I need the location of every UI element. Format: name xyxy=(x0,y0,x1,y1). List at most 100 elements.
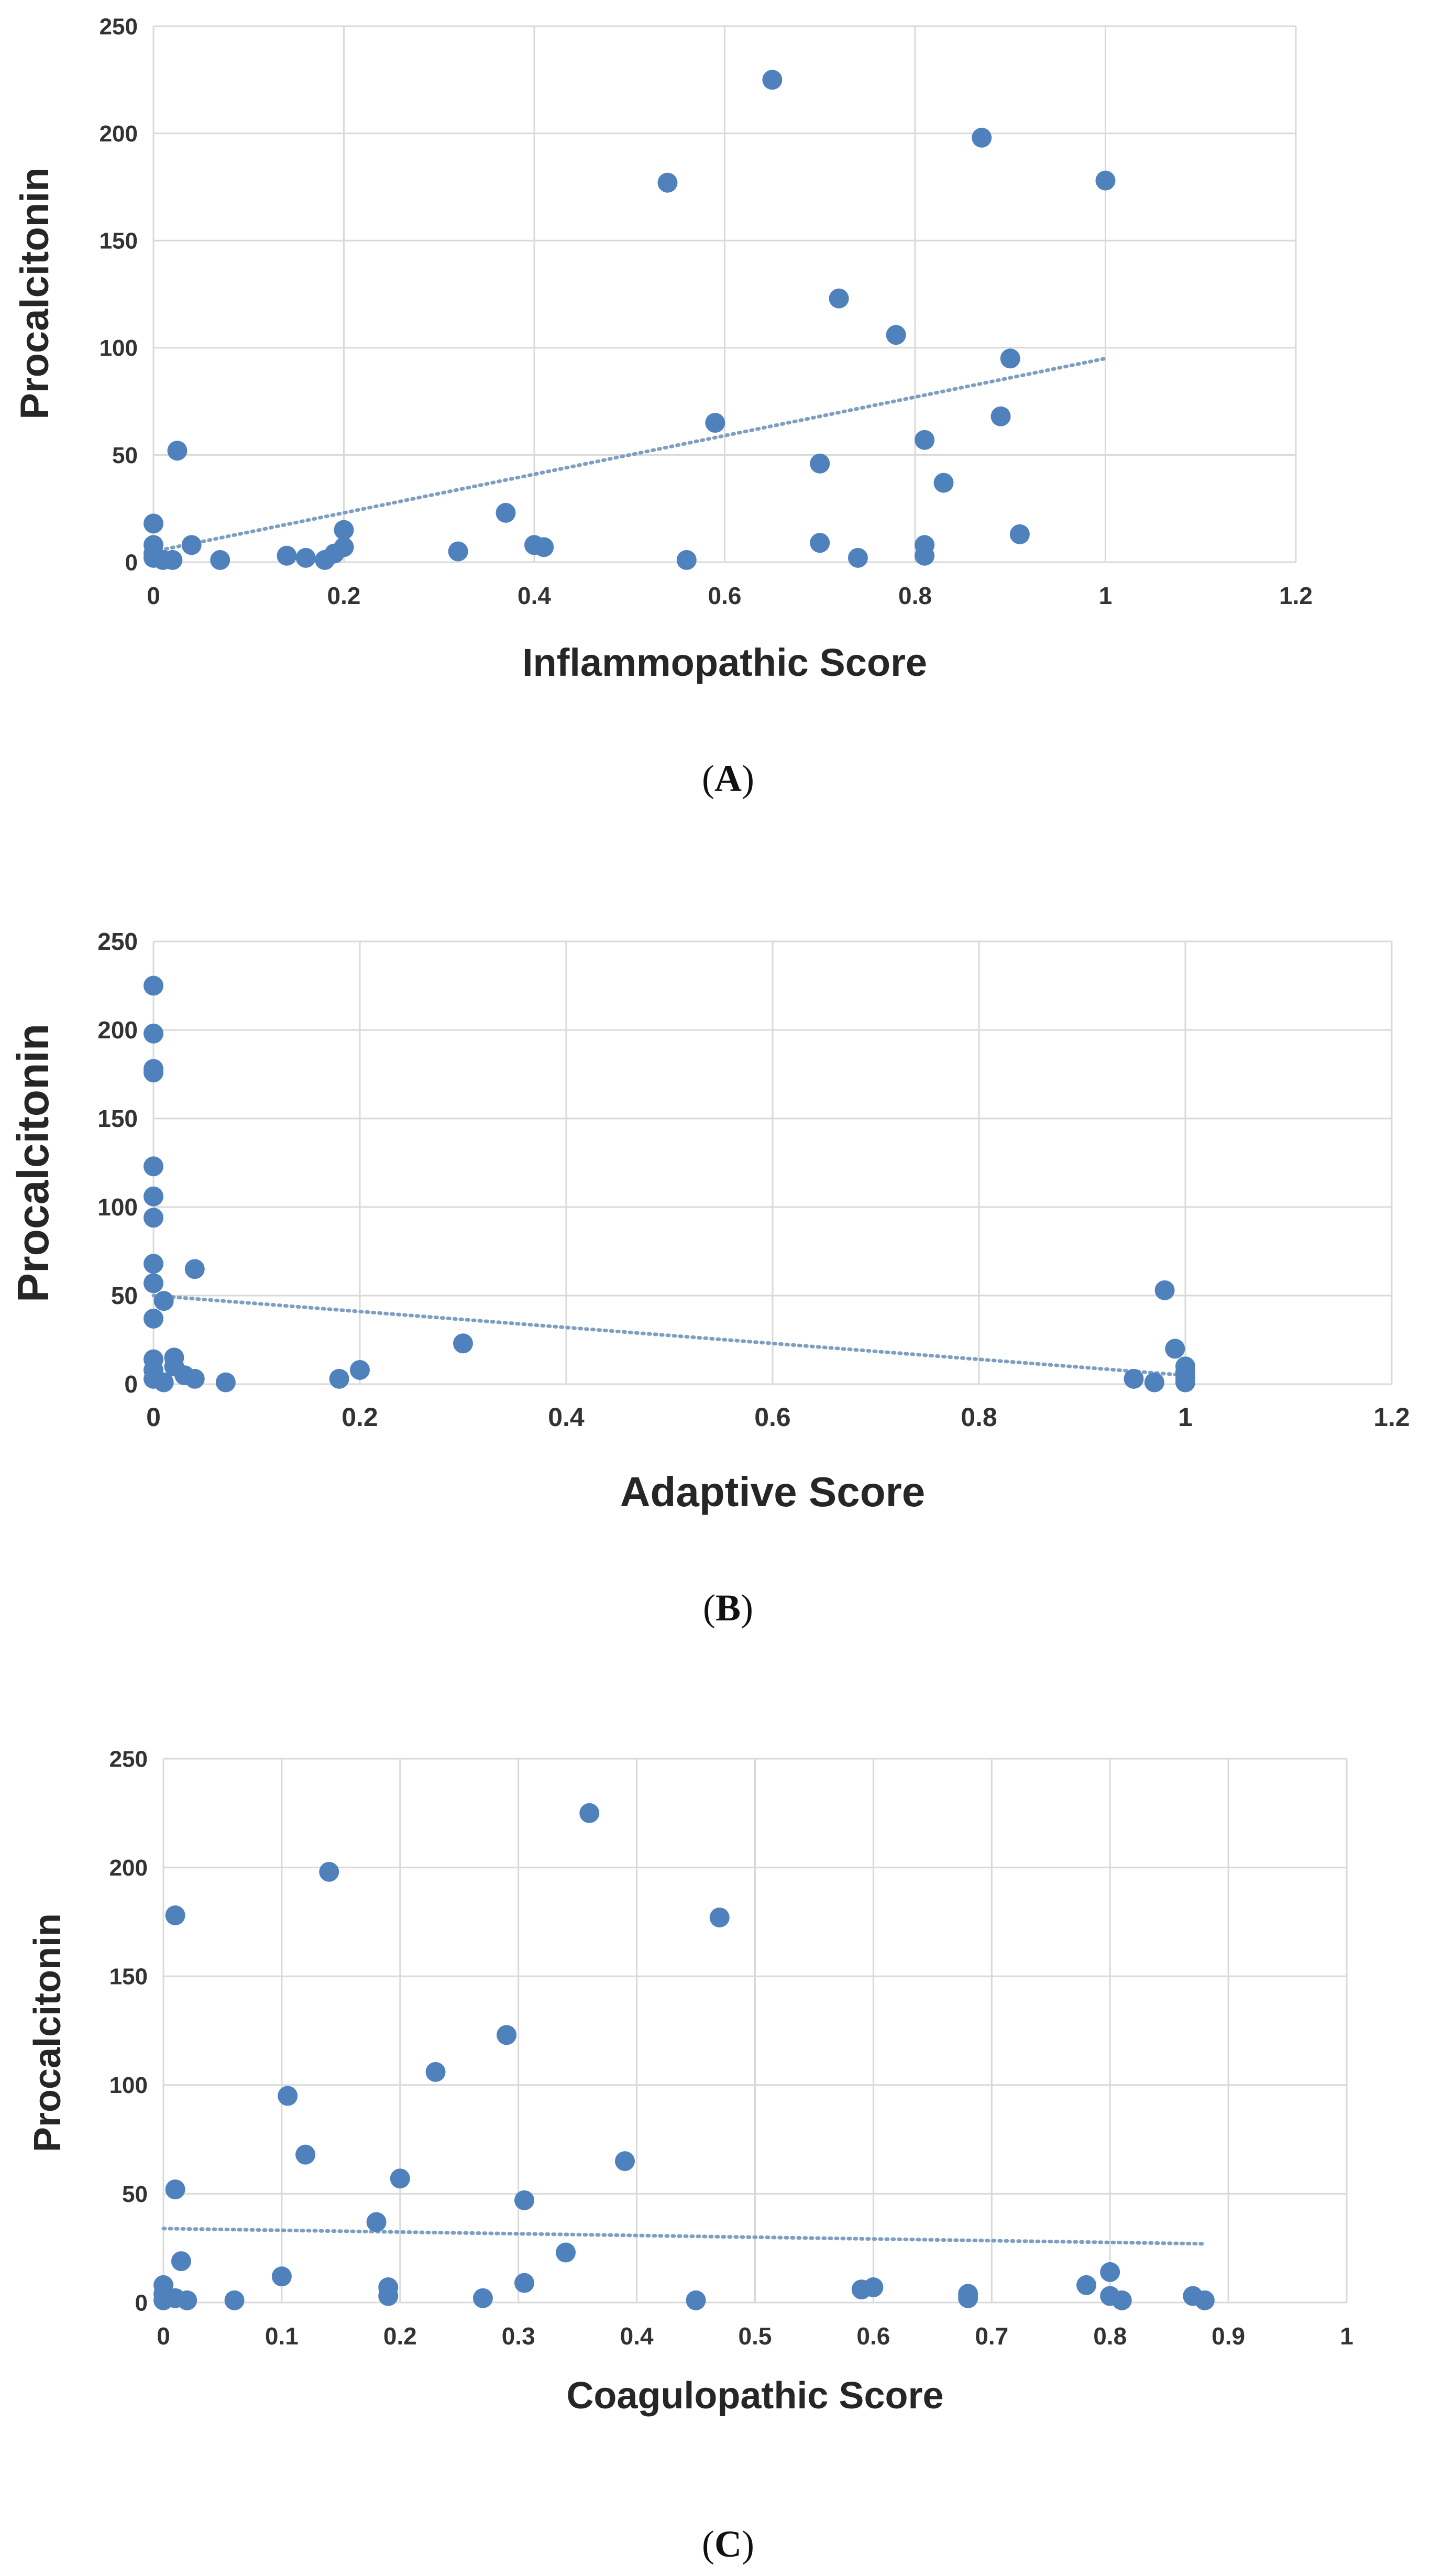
data-point xyxy=(972,127,992,148)
data-point xyxy=(657,172,678,193)
x-tick-label: 0.9 xyxy=(1212,2322,1245,2350)
data-point xyxy=(705,413,725,433)
data-point xyxy=(181,535,202,555)
data-point xyxy=(915,430,935,450)
data-point xyxy=(278,2086,298,2106)
panel-label-open: ( xyxy=(702,2523,714,2565)
data-point xyxy=(184,1368,205,1389)
data-point xyxy=(990,406,1011,426)
data-point xyxy=(847,547,868,568)
data-point xyxy=(676,550,697,570)
data-point xyxy=(144,1308,163,1329)
y-tick-label: 250 xyxy=(100,14,138,39)
x-axis-title: Inflammopathic Score xyxy=(522,641,927,684)
x-tick-label: 1.2 xyxy=(1373,1402,1410,1432)
data-point xyxy=(453,1333,473,1354)
x-axis-title: Coagulopathic Score xyxy=(566,2375,943,2417)
data-point xyxy=(863,2277,884,2297)
x-tick-label: 0.2 xyxy=(342,1402,378,1432)
y-tick-label: 100 xyxy=(97,1193,138,1221)
panel-label-open: ( xyxy=(703,1587,716,1629)
x-tick-label: 0.8 xyxy=(961,1402,997,1432)
x-tick-label: 0.4 xyxy=(548,1402,585,1432)
y-tick-label: 0 xyxy=(135,2290,148,2316)
data-point xyxy=(144,513,163,534)
data-point xyxy=(514,2273,534,2293)
data-point xyxy=(144,1254,163,1274)
y-tick-label: 100 xyxy=(100,335,138,361)
data-point xyxy=(144,975,163,996)
data-point xyxy=(709,1908,730,1928)
x-tick-label: 1 xyxy=(1178,1402,1193,1432)
panel-label: (C) xyxy=(702,2523,754,2565)
panel-label: (B) xyxy=(703,1587,753,1629)
y-axis-title: Procalcitonin xyxy=(8,1024,58,1302)
data-point xyxy=(496,502,516,523)
x-tick-label: 0.4 xyxy=(518,582,551,609)
data-point xyxy=(165,2179,185,2200)
panel-label-close: ) xyxy=(742,758,754,799)
x-axis-title: Adaptive Score xyxy=(620,1468,925,1515)
data-point xyxy=(171,2251,191,2272)
data-point xyxy=(144,1186,163,1207)
x-tick-label: 0.4 xyxy=(620,2322,654,2350)
data-point xyxy=(1175,1372,1195,1393)
x-tick-label: 0.2 xyxy=(327,582,361,609)
data-point xyxy=(144,1273,163,1294)
x-tick-label: 0.6 xyxy=(754,1402,791,1432)
x-tick-label: 0 xyxy=(146,1402,161,1432)
data-point xyxy=(271,2266,292,2287)
data-point xyxy=(810,453,830,474)
y-tick-label: 200 xyxy=(97,1016,138,1044)
x-tick-label: 1 xyxy=(1099,582,1113,609)
panel-label-letter: C xyxy=(714,2523,742,2565)
data-point xyxy=(1194,2290,1215,2310)
data-point xyxy=(1095,170,1116,191)
panel-label-letter: B xyxy=(716,1587,741,1629)
y-tick-label: 200 xyxy=(109,1855,148,1881)
y-axis-title: Procalcitonin xyxy=(13,167,57,419)
y-tick-label: 250 xyxy=(109,1746,148,1772)
data-point xyxy=(579,1803,600,1823)
panel-label-open: ( xyxy=(702,758,714,799)
data-point xyxy=(167,441,188,461)
y-tick-label: 250 xyxy=(97,928,138,955)
chart-panel-c: 0 0.1 0.2 0.3 0.4 0.5 0.6 0.7 0.8 0.9 1 0 50 100 150 20… xyxy=(27,1746,1353,2565)
data-point xyxy=(1165,1339,1185,1359)
data-point xyxy=(686,2290,706,2310)
data-point xyxy=(334,537,354,557)
data-point xyxy=(390,2168,410,2189)
data-point xyxy=(224,2290,245,2310)
y-tick-label: 50 xyxy=(111,1282,138,1309)
data-point xyxy=(144,1156,163,1177)
x-tick-label: 0.3 xyxy=(502,2322,535,2350)
panel-label: (A) xyxy=(702,758,754,799)
x-tick-label: 1 xyxy=(1340,2322,1353,2350)
data-point xyxy=(144,1023,163,1044)
data-point xyxy=(933,473,954,493)
data-point xyxy=(1100,2262,1120,2282)
data-point xyxy=(1144,1372,1164,1393)
y-tick-label: 0 xyxy=(125,550,138,575)
x-tick-label: 1.2 xyxy=(1279,582,1313,609)
data-point xyxy=(153,1372,174,1393)
x-tick-label: 0.5 xyxy=(739,2322,772,2350)
data-point xyxy=(329,1368,349,1389)
y-tick-label: 0 xyxy=(124,1371,138,1398)
data-point xyxy=(556,2242,576,2263)
y-axis-title: Procalcitonin xyxy=(27,1913,69,2152)
data-point xyxy=(1154,1280,1175,1300)
data-point xyxy=(334,520,354,540)
data-point xyxy=(165,1905,185,1925)
y-tick-label: 150 xyxy=(100,228,138,254)
trendline xyxy=(151,356,1107,554)
data-point xyxy=(210,550,230,570)
data-point xyxy=(144,1062,163,1083)
data-point xyxy=(1009,524,1030,544)
data-point xyxy=(497,2025,517,2045)
y-tick-label: 100 xyxy=(109,2073,148,2098)
data-point xyxy=(425,2062,446,2082)
y-tick-label: 50 xyxy=(112,443,138,468)
data-point xyxy=(378,2277,399,2297)
